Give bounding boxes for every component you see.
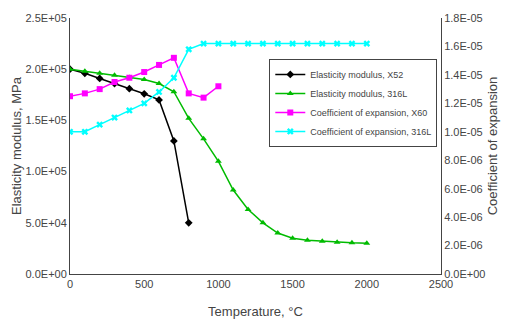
svg-text:1500: 1500 [280,278,304,290]
svg-text:Coefficient of expansion, 316L: Coefficient of expansion, 316L [310,127,431,137]
svg-text:1.0E+05: 1.0E+05 [26,165,67,177]
svg-text:6.0E-06: 6.0E-06 [444,183,483,195]
svg-text:2500: 2500 [429,278,453,290]
svg-text:2.0E+05: 2.0E+05 [26,63,67,75]
svg-text:2.0E-06: 2.0E-06 [444,239,483,251]
svg-text:Coefficient of expansion, X60: Coefficient of expansion, X60 [310,108,427,118]
svg-text:1.4E-05: 1.4E-05 [444,69,483,81]
svg-text:8.0E-06: 8.0E-06 [444,154,483,166]
svg-text:1.2E-05: 1.2E-05 [444,97,483,109]
svg-text:0: 0 [67,278,73,290]
svg-text:0.0E+00: 0.0E+00 [444,268,485,280]
svg-text:Elasticity modulus, MPa: Elasticity modulus, MPa [9,76,24,215]
svg-text:1.8E-05: 1.8E-05 [444,12,483,24]
svg-text:Coefficient of expansion: Coefficient of expansion [485,77,500,216]
svg-text:Elasticity modulus, X52: Elasticity modulus, X52 [310,70,403,80]
svg-text:5.0E+04: 5.0E+04 [26,217,67,229]
svg-text:1.0E-05: 1.0E-05 [444,126,483,138]
svg-text:1.6E-05: 1.6E-05 [444,40,483,52]
svg-text:2000: 2000 [355,278,379,290]
svg-text:4.0E-06: 4.0E-06 [444,211,483,223]
svg-text:1000: 1000 [206,278,230,290]
svg-text:500: 500 [135,278,153,290]
svg-text:1.5E+05: 1.5E+05 [26,114,67,126]
svg-text:Temperature, °C: Temperature, °C [208,304,303,319]
svg-text:Elasticity modulus, 316L: Elasticity modulus, 316L [310,89,407,99]
svg-text:2.5E+05: 2.5E+05 [26,12,67,24]
svg-text:0.0E+00: 0.0E+00 [26,268,67,280]
